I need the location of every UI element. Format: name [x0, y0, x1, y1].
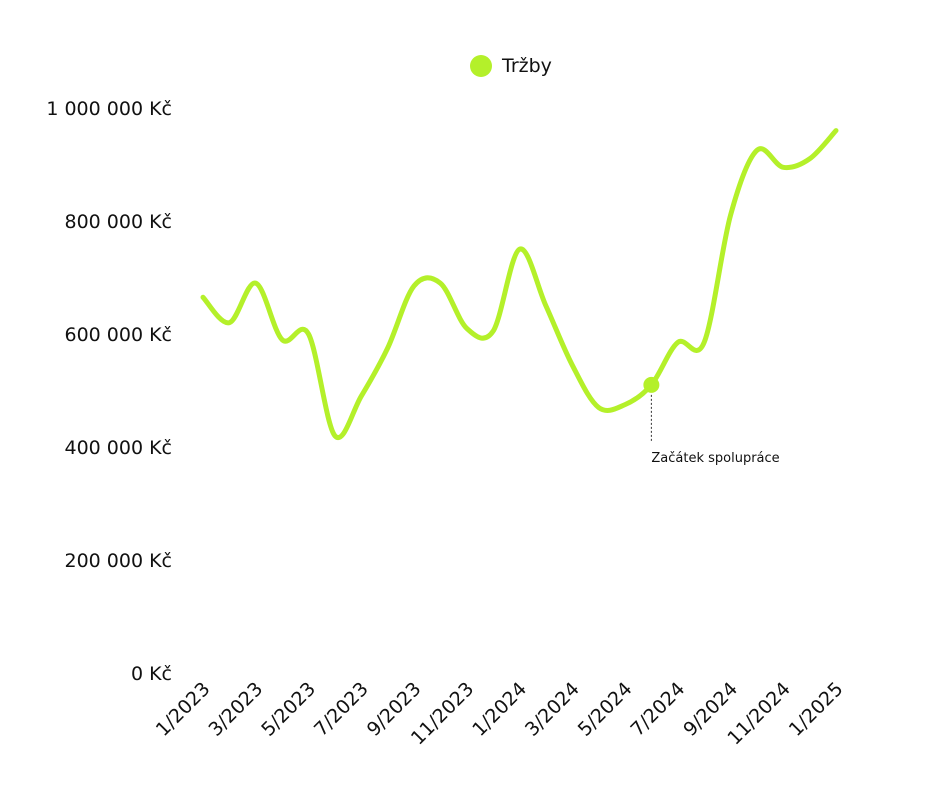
x-tick-label: 3/2024 — [521, 678, 584, 741]
y-axis-ticks: 0 Kč 200 000 Kč 400 000 Kč 600 000 Kč 800 00… — [46, 98, 172, 685]
series-layer — [200, 128, 839, 441]
y-tick-label: 200 000 Kč — [64, 550, 172, 572]
x-tick-label: 7/2024 — [626, 678, 689, 741]
x-tick-label: 3/2023 — [204, 678, 267, 741]
x-tick-label: 1/2025 — [785, 678, 848, 741]
x-tick-label: 5/2023 — [257, 678, 320, 741]
y-tick-label: 400 000 Kč — [64, 437, 172, 459]
x-tick-label: 1/2024 — [468, 678, 531, 741]
legend[interactable]: Tržby — [470, 55, 552, 77]
y-tick-label: 0 Kč — [131, 663, 172, 685]
y-tick-label: 1 000 000 Kč — [46, 98, 172, 120]
x-axis-ticks: 1/20233/20235/20237/20239/202311/20231/2… — [152, 678, 848, 749]
y-tick-label: 600 000 Kč — [64, 324, 172, 346]
legend-marker-icon — [470, 55, 492, 77]
x-tick-label: 5/2024 — [574, 678, 637, 741]
x-tick-label: 1/2023 — [152, 678, 215, 741]
series-line-trzby — [200, 128, 839, 441]
x-tick-label: 7/2023 — [310, 678, 373, 741]
annotation-layer: Začátek spolupráce — [643, 376, 780, 466]
annotation-label: Začátek spolupráce — [651, 451, 779, 466]
y-tick-label: 800 000 Kč — [64, 211, 172, 233]
annotation-point-marker[interactable] — [643, 376, 660, 393]
legend-label: Tržby — [502, 55, 552, 77]
